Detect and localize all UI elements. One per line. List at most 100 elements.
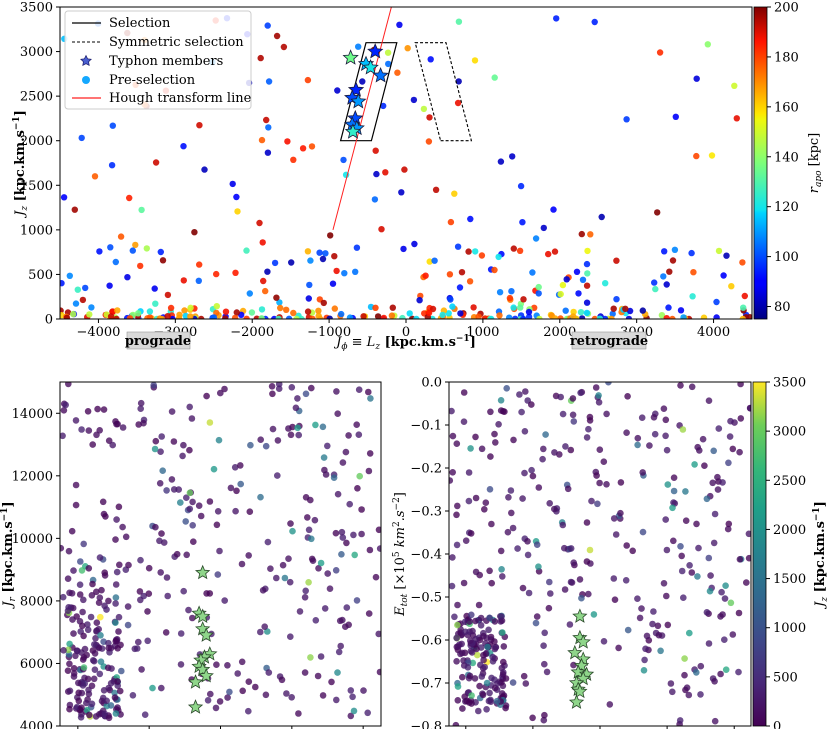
br-point: [500, 643, 508, 650]
br-point: [638, 414, 646, 422]
bl-point: [356, 472, 364, 480]
typhon-member-star: [570, 664, 586, 679]
bl-point: [177, 630, 185, 637]
bl-point: [190, 538, 197, 545]
preselection-point: [677, 307, 685, 314]
preselection-point: [613, 257, 620, 264]
typhon-member-star: [194, 564, 211, 580]
br-point: [705, 640, 713, 647]
bl-point: [78, 689, 86, 697]
br-point: [643, 632, 651, 640]
br-colorbar-tick-label: 500: [773, 670, 798, 685]
preselection-point: [535, 290, 542, 297]
bl-point: [365, 610, 373, 617]
br-point: [557, 393, 564, 401]
preselection-point: [137, 262, 144, 270]
preselection-point: [596, 315, 604, 319]
br-ytick-label: −0.7: [410, 677, 442, 692]
symmetric-selection-polygon: [414, 42, 473, 142]
top-colorbar-ticks: 80 100 120 140 160 180 200: [767, 1, 799, 315]
br-point: [603, 410, 610, 418]
br-point: [709, 479, 716, 487]
br-point: [514, 545, 521, 552]
bl-point: [245, 707, 252, 715]
bl-point: [112, 710, 120, 717]
bl-point: [76, 591, 84, 598]
preselection-point: [496, 289, 504, 296]
br-point: [505, 494, 512, 501]
bl-point: [279, 561, 287, 569]
preselection-point: [458, 269, 466, 276]
br-point: [724, 525, 732, 533]
preselection-point: [304, 248, 312, 255]
preselection-point: [622, 305, 629, 312]
br-point: [561, 586, 569, 593]
bl-point: [78, 567, 86, 574]
br-point: [498, 613, 505, 620]
bl-point: [328, 678, 335, 686]
bl-point: [324, 570, 332, 577]
preselection-point: [475, 313, 482, 319]
br-point: [586, 413, 594, 421]
preselection-point: [608, 315, 615, 319]
bl-point: [92, 635, 99, 642]
bl-point: [186, 446, 193, 454]
preselection-point: [625, 315, 633, 319]
br-point: [717, 613, 724, 620]
preselection-point: [666, 268, 673, 275]
br-colorbar-label: Jz [kpc.km.s−1]: [812, 501, 830, 610]
bl-point: [182, 518, 189, 525]
preselection-point: [152, 300, 159, 307]
prograde-text: prograde: [125, 334, 191, 349]
br-point: [491, 618, 499, 625]
preselection-point: [126, 194, 133, 202]
bl-point: [288, 384, 296, 391]
preselection-point: [467, 215, 474, 223]
br-point: [454, 621, 461, 629]
br-point: [495, 421, 502, 428]
preselection-point: [327, 232, 334, 239]
preselection-point: [406, 310, 413, 317]
preselection-point: [265, 78, 273, 85]
br-colorbar: 0 500 1000 1500 2000 2500 3000 3500 Jz [kpc.km.…: [752, 376, 830, 729]
preselection-point: [583, 309, 591, 317]
bl-point: [207, 690, 214, 698]
preselection-point: [262, 287, 269, 295]
bl-point: [163, 487, 170, 494]
preselection-point: [496, 312, 503, 319]
preselection-point: [508, 288, 515, 295]
bl-point: [74, 647, 81, 655]
bl-point: [119, 523, 126, 531]
preselection-point: [275, 315, 282, 319]
bl-point: [332, 529, 340, 537]
br-point: [507, 487, 515, 494]
bl-point: [157, 448, 164, 456]
bl-point: [177, 661, 185, 668]
typhon-member-star: [367, 43, 384, 59]
preselection-point: [739, 259, 746, 266]
br-point: [499, 573, 506, 580]
bl-point: [80, 664, 88, 671]
bl-point: [321, 605, 329, 612]
preselection-point: [306, 281, 313, 289]
br-point: [453, 511, 460, 519]
bl-point: [246, 508, 254, 515]
preselection-point: [109, 122, 117, 129]
preselection-point: [516, 247, 524, 254]
bl-x-ticks: −4000−2000020004000: [77, 726, 364, 729]
preselection-point: [70, 310, 77, 318]
br-y-axis-label: Etot [×105 km2.s−2]: [392, 492, 410, 617]
preselection-point: [529, 269, 536, 276]
br-point: [567, 446, 575, 454]
preselection-point: [273, 294, 280, 301]
br-point: [663, 592, 670, 600]
preselection-point: [293, 315, 300, 319]
br-point: [670, 499, 677, 506]
br-point: [473, 645, 480, 653]
br-point: [646, 442, 653, 449]
br-point: [449, 477, 454, 484]
preselection-point: [132, 241, 139, 249]
bl-point: [72, 501, 80, 509]
bl-point: [80, 540, 87, 548]
bl-point: [90, 657, 98, 665]
